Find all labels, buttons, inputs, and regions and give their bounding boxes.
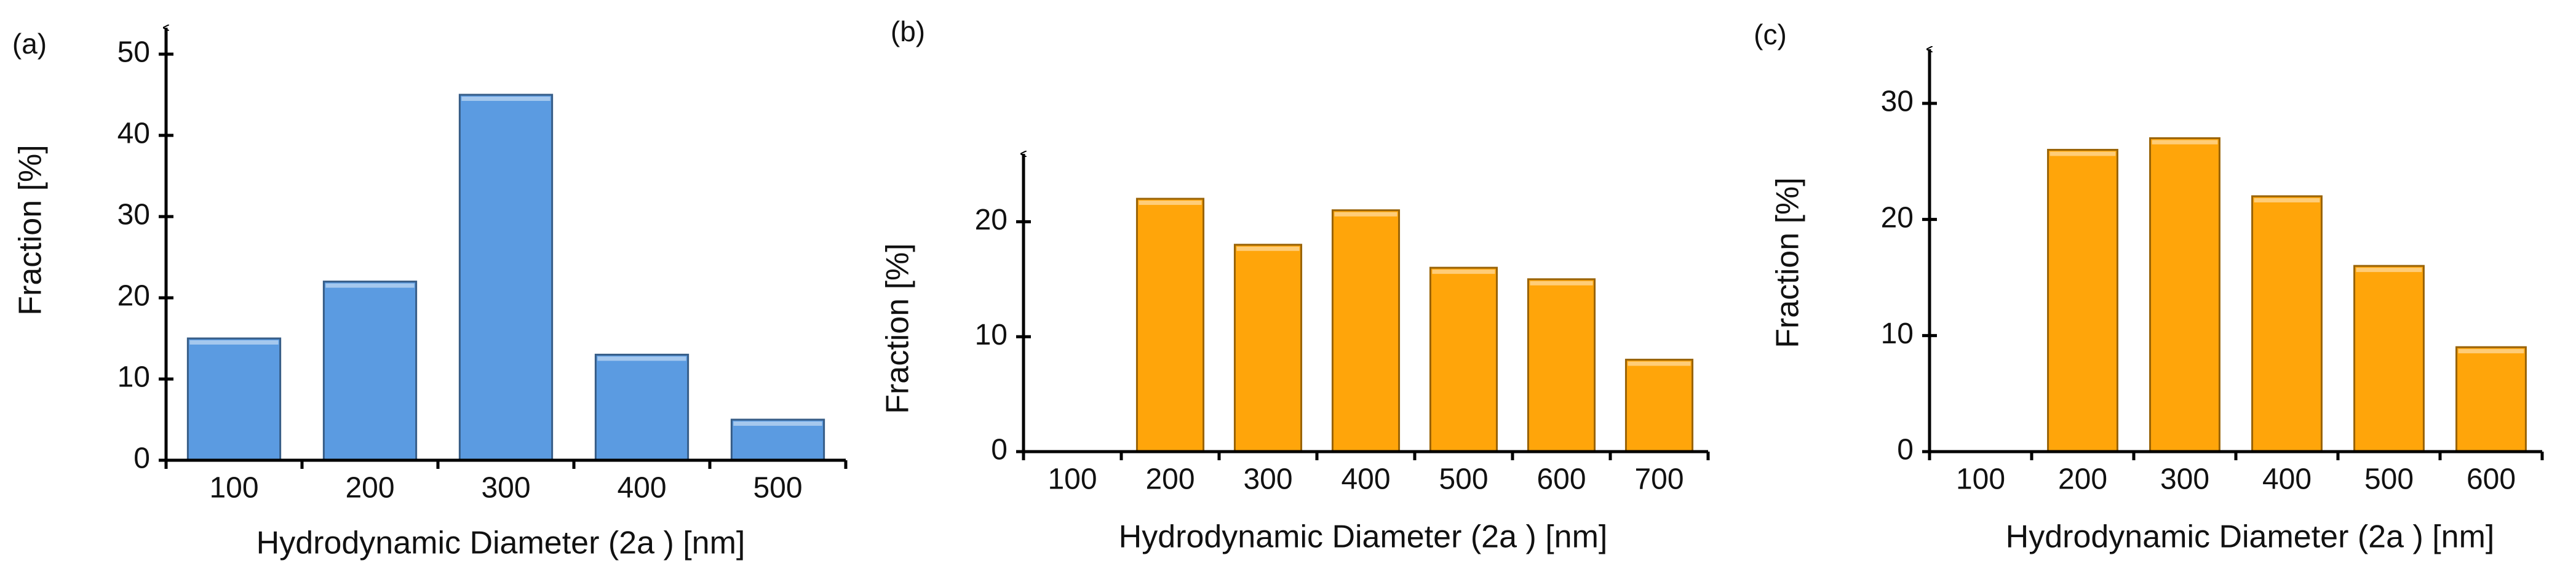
bar-highlight [1628, 361, 1691, 366]
x-tick-label: 400 [2262, 463, 2312, 496]
x-tick-label: 100 [209, 472, 258, 505]
bar [1624, 359, 1694, 453]
y-tick-label: 20 [975, 204, 1008, 236]
y-tick-label: 40 [117, 118, 150, 150]
bar-highlight [2049, 151, 2116, 156]
x-tick-label: 400 [617, 472, 666, 505]
x-tick-label: 200 [345, 472, 394, 505]
bar [2251, 195, 2323, 453]
y-tick-label: 20 [1881, 201, 1914, 234]
bar [2455, 346, 2527, 453]
bar-highlight [2254, 198, 2320, 202]
y-tick-label: 30 [117, 199, 150, 231]
bar [594, 353, 690, 461]
bar-highlight [1432, 270, 1495, 274]
bar [1135, 198, 1205, 453]
bar-highlight [2152, 140, 2218, 145]
y-tick-label: 50 [117, 36, 150, 69]
y-axis-label: Fraction [%] [1770, 177, 1806, 348]
bar [1429, 266, 1498, 453]
x-tick-label: 300 [481, 472, 530, 505]
panel-label: (a) [12, 28, 47, 60]
y-tick-label: 10 [117, 361, 150, 394]
bar-highlight [597, 356, 686, 361]
x-axis-label: Hydrodynamic Diameter (2a ) [nm] [256, 525, 745, 561]
bar-highlight [325, 283, 415, 288]
x-tick-label: 600 [2467, 463, 2516, 496]
x-tick-label: 200 [2058, 463, 2107, 496]
x-tick-label: 500 [1439, 463, 1488, 496]
y-tick-label: 0 [133, 442, 150, 475]
bar-highlight [1530, 281, 1593, 286]
y-axis-label: Fraction [%] [880, 243, 916, 413]
bar [322, 281, 418, 461]
y-axis-label: Fraction [%] [13, 145, 49, 315]
y-tick-label: 10 [975, 319, 1008, 351]
y-tick-label: 0 [991, 434, 1008, 466]
y-tick-label: 30 [1881, 86, 1914, 118]
bar-highlight [461, 97, 551, 101]
x-tick-label: 700 [1634, 463, 1684, 496]
bar [2149, 137, 2220, 453]
bar [2353, 265, 2425, 453]
bar [730, 418, 825, 461]
x-axis-label: Hydrodynamic Diameter (2a ) [nm] [1119, 519, 1608, 555]
bar [2047, 148, 2118, 453]
x-tick-label: 100 [1956, 463, 2005, 496]
x-tick-label: 300 [1243, 463, 1292, 496]
bar-highlight [733, 421, 822, 426]
bar [1233, 244, 1303, 453]
x-tick-label: 200 [1145, 463, 1195, 496]
bar-highlight [189, 340, 279, 345]
x-tick-label: 600 [1536, 463, 1586, 496]
panel-label: (c) [1754, 18, 1787, 50]
x-tick-label: 300 [2160, 463, 2209, 496]
bar-highlight [1236, 246, 1300, 251]
bar-highlight [2356, 268, 2422, 273]
bar-highlight [1334, 212, 1397, 217]
y-tick-label: 0 [1897, 434, 1914, 466]
bar [1331, 209, 1401, 453]
bar [1527, 278, 1596, 453]
y-tick-label: 20 [117, 280, 150, 313]
panel-label: (b) [891, 15, 925, 47]
bar-highlight [1139, 201, 1202, 206]
x-tick-label: 500 [2364, 463, 2414, 496]
x-tick-label: 100 [1047, 463, 1097, 496]
bar-highlight [2458, 349, 2524, 354]
x-axis-label: Hydrodynamic Diameter (2a ) [nm] [2006, 519, 2495, 555]
bar [458, 94, 554, 461]
bar [186, 337, 282, 461]
x-tick-label: 500 [753, 472, 802, 505]
y-tick-label: 10 [1881, 317, 1914, 350]
x-tick-label: 400 [1341, 463, 1390, 496]
